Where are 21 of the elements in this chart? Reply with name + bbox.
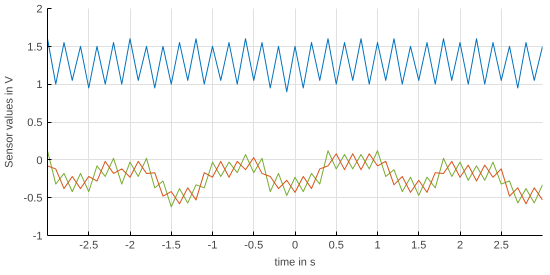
x-tick-label: 0 <box>292 240 298 252</box>
y-tick-label: 0 <box>36 154 43 167</box>
x-axis-title: time in s <box>274 256 316 268</box>
x-tick-label: -1.5 <box>162 240 181 252</box>
x-tick-label: 2 <box>456 240 464 252</box>
y-tick-label: -0.5 <box>24 192 43 205</box>
y-tick-label: 1.5 <box>27 41 43 54</box>
x-tick-label: -2 <box>125 240 135 252</box>
x-tick-label: 1 <box>374 240 381 252</box>
y-tick-label: 2 <box>36 4 43 16</box>
x-tick-label: 1.5 <box>411 240 426 252</box>
x-tick-label: 2.5 <box>494 240 509 252</box>
y-tick-label: -1 <box>32 230 42 242</box>
x-tick-label: -1 <box>208 240 218 252</box>
x-tick-label: -2.5 <box>79 240 98 252</box>
y-tick-label: 0.5 <box>27 117 43 129</box>
y-axis-title: Sensor values in V <box>4 75 16 168</box>
x-tick-label: -0.5 <box>244 240 264 252</box>
y-tick-label: 1 <box>36 79 43 92</box>
x-tick-label: 0.5 <box>328 240 344 252</box>
line-series <box>48 38 542 92</box>
